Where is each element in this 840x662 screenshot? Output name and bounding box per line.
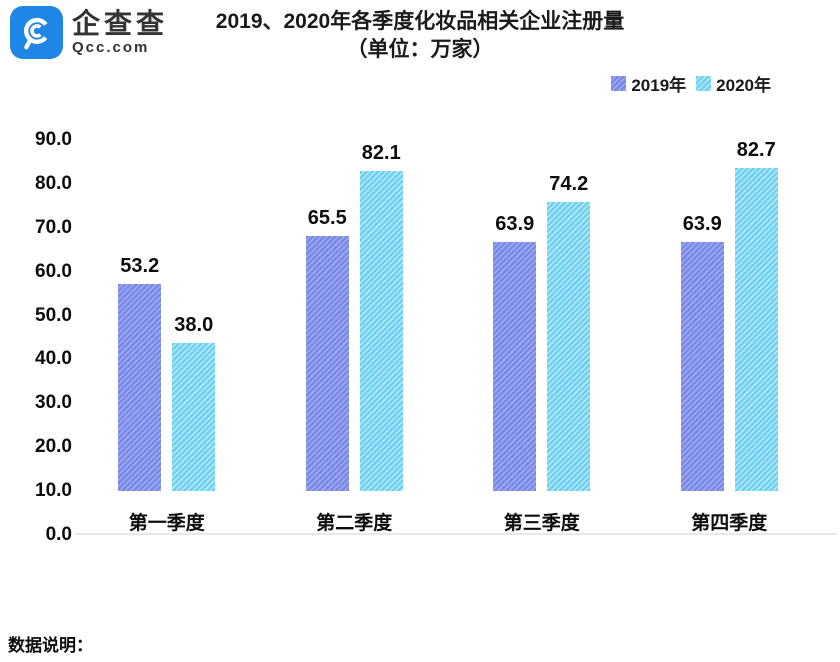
bar-value-label: 82.1 — [361, 141, 401, 164]
y-tick-label: 90.0 — [35, 129, 72, 150]
y-tick-label: 0.0 — [45, 524, 72, 545]
y-tick-label: 40.0 — [35, 348, 72, 370]
x-axis-label: 第四季度 — [691, 513, 768, 534]
legend-item-2020年: 2020年 — [696, 71, 771, 96]
footer-heading: 数据说明： — [8, 636, 93, 655]
y-tick-label: 10.0 — [35, 480, 72, 502]
bar-value-label: 63.9 — [682, 212, 722, 235]
bar-value-label: 53.2 — [120, 254, 160, 277]
bar-value-label: 82.7 — [736, 139, 776, 162]
bar-2019年-第三季度 — [493, 241, 537, 491]
bar-2020年-第一季度 — [172, 342, 216, 491]
qcc-logo: 企查查 Qcc.com — [10, 6, 168, 59]
bar-2020年-第三季度 — [547, 201, 591, 491]
legend: 2019年 2020年 — [611, 71, 771, 96]
bar-2020年-第四季度 — [734, 168, 778, 491]
x-axis-line — [75, 533, 837, 535]
bar-group: 63.9 74.2 第三季度 — [448, 140, 636, 535]
bar-group: 65.5 82.1 第二季度 — [261, 140, 449, 535]
legend-swatch-icon — [611, 76, 627, 91]
plot-area: 53.2 38.0 第一季度 65.5 82.1 第二季度 63.9 74.2 第三季度 63.9… — [73, 139, 824, 535]
qcc-logo-text: 企查查 Qcc.com — [72, 8, 168, 57]
footer-notes: 数据说明： 1、仅统计关键词为“化妆品”的企业 2、统计时间2021/1/15 … — [8, 576, 358, 662]
bar-2019年-第一季度 — [118, 283, 162, 491]
chart-subtitle: （单位：万家） — [346, 38, 494, 61]
x-axis-label: 第二季度 — [316, 513, 393, 534]
y-tick-label: 70.0 — [35, 216, 72, 238]
bar-value-label: 63.9 — [495, 212, 535, 235]
legend-label: 2019年 — [631, 76, 687, 95]
y-axis: 90.0 80.0 70.0 60.0 50.0 40.0 30.0 20.0 10.0 0.0 — [0, 129, 72, 545]
y-tick-label: 80.0 — [35, 172, 72, 194]
chart-title: 2019、2020年各季度化妆品相关企业注册量 — [215, 10, 625, 33]
x-axis-label: 第一季度 — [128, 513, 205, 534]
bar-2019年-第四季度 — [680, 241, 724, 491]
x-axis-label: 第三季度 — [503, 513, 580, 534]
y-tick-label: 60.0 — [35, 260, 72, 282]
legend-swatch-icon — [696, 76, 712, 91]
brand-domain: Qcc.com — [72, 39, 150, 56]
chart-title-block: 2019、2020年各季度化妆品相关企业注册量 （单位：万家） — [0, 8, 840, 64]
bar-value-label: 38.0 — [174, 313, 214, 336]
bar-2019年-第二季度 — [305, 235, 349, 491]
legend-label: 2020年 — [716, 76, 771, 95]
bar-group: 53.2 38.0 第一季度 — [73, 140, 261, 535]
y-tick-label: 50.0 — [35, 304, 72, 326]
bar-value-label: 65.5 — [307, 206, 347, 229]
y-tick-label: 20.0 — [35, 436, 72, 458]
bar-value-label: 74.2 — [549, 172, 589, 195]
y-tick-label: 30.0 — [35, 392, 72, 414]
bar-group: 63.9 82.7 第四季度 — [636, 139, 824, 535]
bar-2020年-第二季度 — [359, 170, 403, 491]
brand-name: 企查查 — [72, 8, 169, 39]
legend-item-2019年: 2019年 — [611, 71, 686, 96]
qcc-logo-icon — [10, 6, 63, 59]
